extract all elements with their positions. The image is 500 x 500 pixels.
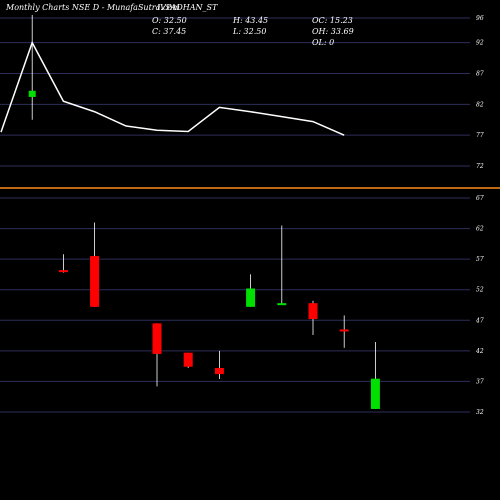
y-tick-label: 62 (476, 226, 484, 233)
candle-body (246, 288, 256, 307)
y-tick-label: 42 (475, 348, 484, 355)
candle-body (339, 329, 349, 332)
y-tick-labels: 72 77 82 87 92 96 32 37 42 47 52 57 62 67 (475, 15, 484, 416)
candle-body (370, 378, 380, 409)
y-tick-label: 57 (476, 256, 484, 263)
y-tick-label: 87 (476, 71, 484, 78)
oc-value: OC: 15.23 (312, 16, 353, 25)
high-value: H: 43.45 (232, 16, 268, 25)
price-line-layer (0, 14, 345, 136)
symbol-label: IVPADHAN_ST (156, 3, 218, 12)
y-tick-label: 67 (476, 195, 484, 202)
y-tick-label: 92 (476, 40, 484, 47)
y-tick-label: 32 (476, 409, 484, 416)
candles-layer (58, 222, 380, 409)
upper-panel-grid (0, 17, 470, 167)
y-tick-label: 82 (476, 101, 484, 108)
candle-body (308, 303, 318, 320)
candle-body (58, 270, 68, 273)
marker-candle (28, 90, 36, 97)
candle-body (90, 256, 100, 307)
close-value: C: 37.45 (152, 27, 186, 36)
oh-value: OH: 33.69 (312, 27, 354, 36)
y-tick-label: 96 (476, 15, 484, 22)
low-value: L: 32.50 (232, 27, 266, 36)
price-line (0, 40, 345, 136)
y-tick-label: 77 (476, 132, 484, 139)
lower-panel-grid (0, 197, 470, 413)
ol-value: OL: 0 (312, 38, 334, 47)
chart-title: Monthly Charts NSE D - MunafaSutra.com (5, 3, 180, 12)
candle-body (214, 367, 224, 375)
candle-body (152, 323, 162, 354)
y-tick-label: 47 (475, 317, 484, 324)
y-tick-label: 37 (476, 378, 484, 385)
y-tick-label: 72 (476, 163, 484, 170)
candle-body (277, 303, 287, 306)
candle-body (183, 352, 193, 367)
y-tick-label: 52 (476, 287, 484, 294)
open-value: O: 32.50 (152, 16, 187, 25)
